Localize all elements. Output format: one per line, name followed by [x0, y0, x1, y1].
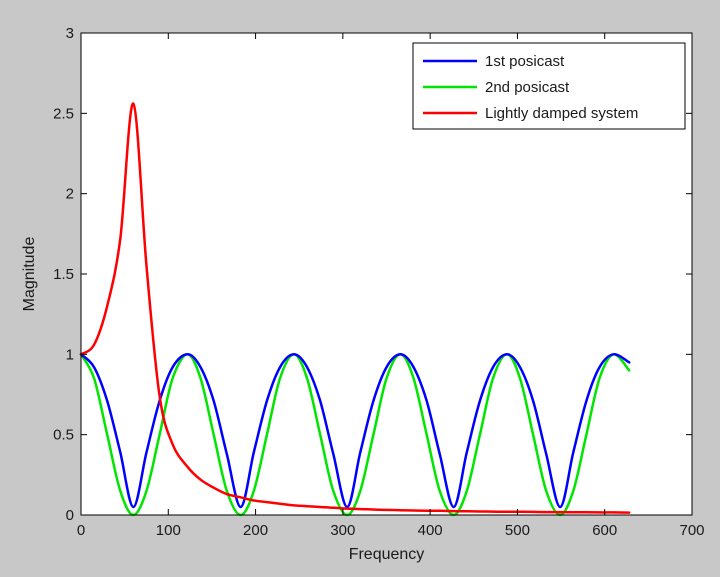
ticks-layer: 0 100 200 300 400 500 600 700 0 0.5 1 1.5 2 2.5 3 — [53, 25, 704, 539]
x-tick-label: 600 — [592, 522, 617, 539]
x-tick-label: 300 — [330, 522, 355, 539]
y-tick-label: 1.5 — [53, 266, 74, 283]
y-tick-label: 3 — [66, 25, 74, 42]
x-axis-label: Frequency — [349, 546, 425, 563]
x-tick-label: 400 — [418, 522, 443, 539]
y-tick-label: 0 — [66, 507, 74, 524]
y-tick-label: 2 — [66, 186, 74, 203]
series-line-1 — [79, 353, 631, 509]
series-line-3 — [79, 102, 631, 514]
y-tick-label: 2.5 — [53, 105, 74, 122]
x-tick-label: 700 — [679, 522, 704, 539]
legend-label: 2nd posicast — [485, 79, 570, 96]
legend: 1st posicast 2nd posicast Lightly damped s… — [412, 42, 686, 130]
x-tick-label: 500 — [505, 522, 530, 539]
y-axis-label: Magnitude — [21, 237, 38, 312]
legend-label: Lightly damped system — [485, 105, 638, 122]
x-tick-label: 0 — [77, 522, 85, 539]
series-layer — [79, 102, 631, 517]
x-tick-label: 200 — [243, 522, 268, 539]
x-tick-label: 100 — [156, 522, 181, 539]
y-tick-label: 1 — [66, 346, 74, 363]
y-tick-label: 0.5 — [53, 427, 74, 444]
legend-label: 1st posicast — [485, 53, 565, 70]
